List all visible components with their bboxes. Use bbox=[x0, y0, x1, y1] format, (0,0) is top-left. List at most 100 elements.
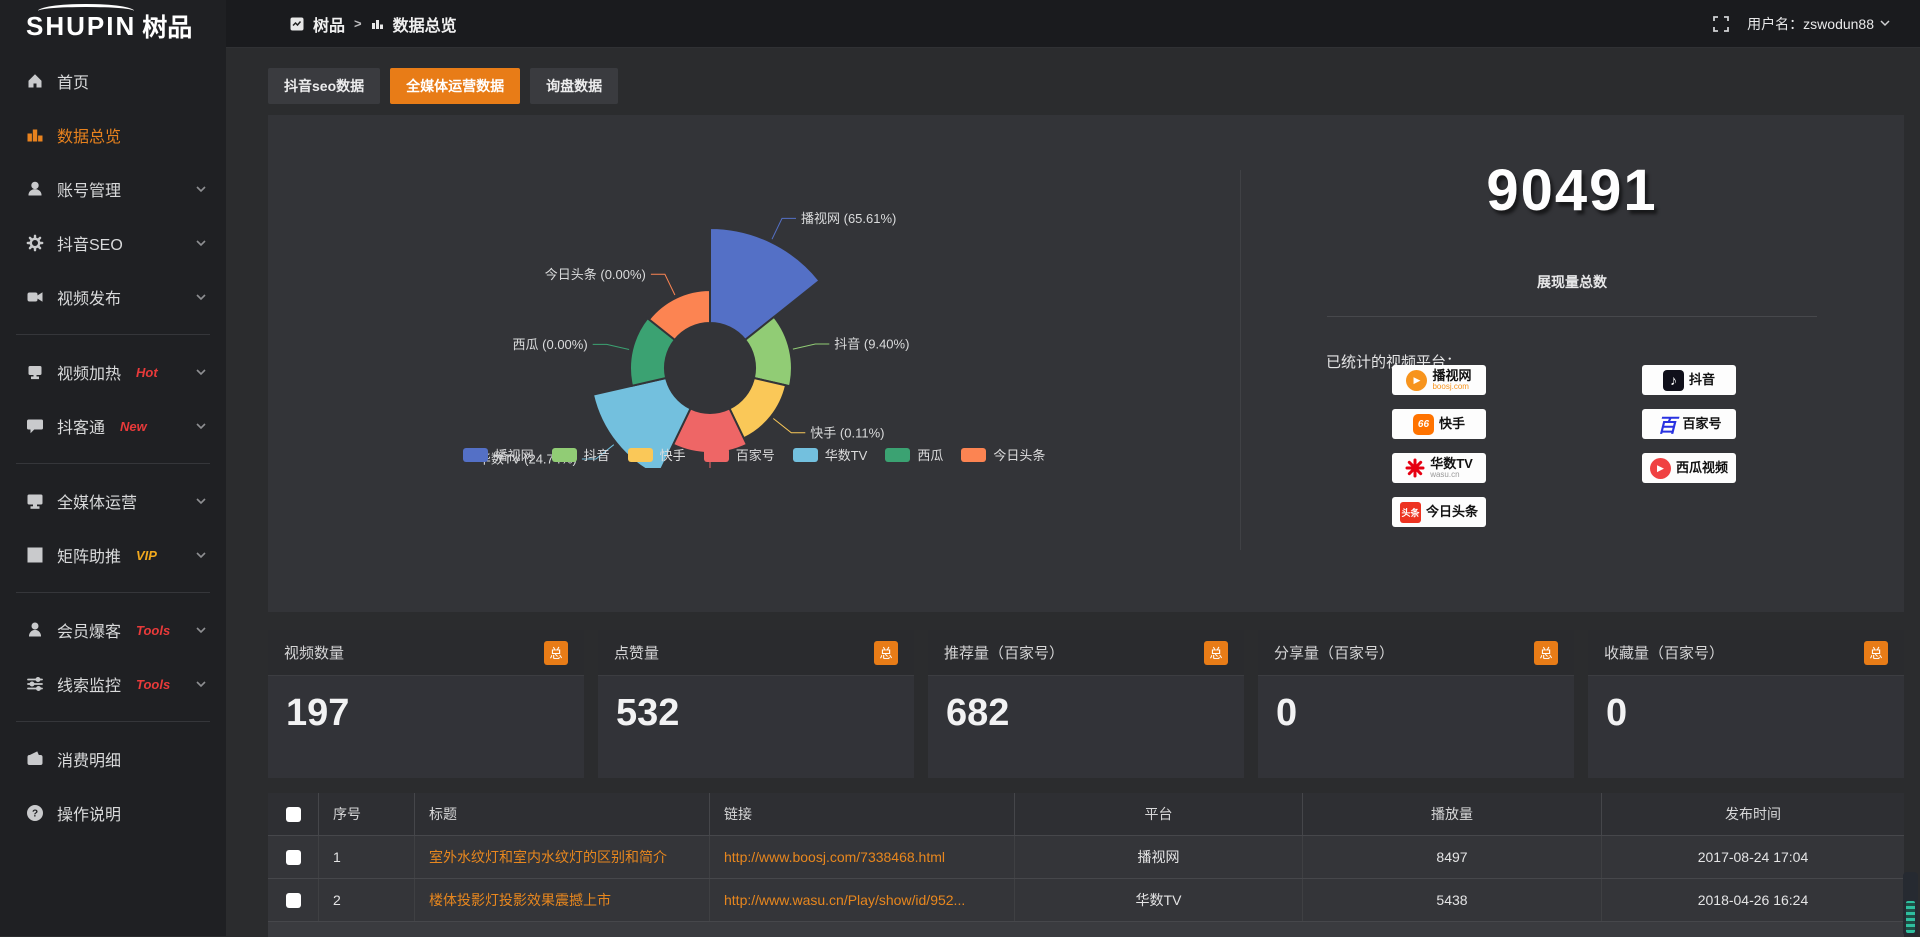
sidebar-item-member-baoke[interactable]: 会员爆客 Tools bbox=[0, 603, 226, 657]
chat-bubble-icon bbox=[27, 419, 43, 434]
sidebar-item-account-management[interactable]: 账号管理 bbox=[0, 162, 226, 216]
legend-label: 百家号 bbox=[735, 448, 775, 463]
tab-inquiry-data[interactable]: 询盘数据 bbox=[530, 68, 619, 104]
total-badge: 总 bbox=[1204, 640, 1228, 665]
video-camera-icon bbox=[27, 292, 43, 302]
gear-icon bbox=[26, 234, 44, 252]
fullscreen-icon[interactable] bbox=[1713, 15, 1730, 32]
legend-item[interactable]: 西瓜 bbox=[885, 445, 943, 464]
select-all-checkbox[interactable] bbox=[285, 806, 301, 822]
platform-badge-baijiahao: 百 百家号 bbox=[1642, 409, 1736, 439]
legend-item[interactable]: 今日头条 bbox=[961, 445, 1045, 464]
panel-divider bbox=[1240, 170, 1241, 550]
chart-icon bbox=[27, 129, 43, 142]
stat-card-value: 532 bbox=[616, 692, 680, 734]
home-icon bbox=[28, 74, 42, 88]
platform-name: 西瓜视频 bbox=[1675, 460, 1728, 476]
sidebar-item-douyin-seo[interactable]: 抖音SEO bbox=[0, 216, 226, 270]
user-menu[interactable]: 用户名：zswodun88 bbox=[1747, 14, 1890, 34]
legend-item[interactable]: 百家号 bbox=[703, 445, 775, 464]
scrollbar-thumb[interactable] bbox=[1906, 901, 1915, 933]
sidebar-item-omnimedia-operation[interactable]: 全媒体运营 bbox=[0, 474, 226, 528]
cell-plays: 8497 bbox=[1303, 836, 1602, 878]
tab-omnimedia-data[interactable]: 全媒体运营数据 bbox=[390, 68, 521, 104]
pie-slice-西瓜[interactable] bbox=[629, 316, 677, 387]
douyin-icon: ♪ bbox=[1662, 369, 1684, 391]
help-icon: ? bbox=[27, 805, 43, 821]
platform-sub: wasu.cn bbox=[1430, 469, 1460, 479]
pie-slice-抖音[interactable] bbox=[743, 315, 793, 388]
chart-panel: 播视网 (65.61%)抖音 (9.40%)快手 (0.11%)百家号 (0.1… bbox=[268, 115, 1904, 612]
col-header-plays: 播放量 bbox=[1303, 793, 1602, 835]
col-header-link: 链接 bbox=[710, 793, 1015, 835]
col-header-publish-time: 发布时间 bbox=[1725, 806, 1781, 822]
platform-name: 快手 bbox=[1438, 416, 1465, 432]
stat-card-title: 推荐量（百家号） bbox=[944, 645, 1065, 662]
breadcrumb: 树品 > 数据总览 bbox=[290, 12, 457, 36]
pie-slice-今日头条[interactable] bbox=[647, 288, 711, 342]
stat-card-value: 0 bbox=[1276, 692, 1298, 734]
stat-card-likes: 点赞量 总 532 bbox=[598, 630, 914, 778]
platform-badge-xigua: ▶ 西瓜视频 bbox=[1642, 453, 1736, 483]
sidebar-item-doketong[interactable]: 抖客通 New bbox=[0, 399, 226, 453]
bar-chart-icon bbox=[371, 20, 383, 29]
stat-card-recommendations: 推荐量（百家号） 总 682 bbox=[928, 630, 1244, 778]
legend-label: 播视网 bbox=[494, 448, 534, 463]
sidebar-item-expense-detail[interactable]: 消费明细 bbox=[0, 732, 226, 786]
legend-item[interactable]: 快手 bbox=[627, 445, 686, 464]
sidebar-item-video-heat[interactable]: 视频加热 Hot bbox=[0, 345, 226, 399]
legend-item[interactable]: 播视网 bbox=[462, 445, 534, 464]
stat-cards-row: 视频数量 总 197 点赞量 总 532 推荐量（百家号） 总 682 分享量（百家号… bbox=[268, 630, 1904, 778]
hot-badge: Hot bbox=[136, 364, 158, 380]
pie-label-line bbox=[592, 343, 630, 350]
pie-slice-播视网[interactable] bbox=[709, 226, 821, 342]
sidebar-item-video-publish[interactable]: 视频发布 bbox=[0, 270, 226, 324]
cell-title-link[interactable]: 楼体投影灯投影效果震撼上市 bbox=[415, 879, 710, 921]
col-header-platform: 平台 bbox=[1015, 793, 1303, 835]
sidebar-item-instructions[interactable]: ? 操作说明 bbox=[0, 786, 226, 840]
cell-platform: 播视网 bbox=[1015, 836, 1303, 878]
legend-item[interactable]: 抖音 bbox=[551, 445, 610, 464]
cell-url-link[interactable]: http://www.boosj.com/7338468.html bbox=[710, 836, 1015, 878]
tab-douyin-seo-data[interactable]: 抖音seo数据 bbox=[268, 68, 381, 104]
videos-table: 序号 标题 链接 平台 播放量 发布时间 1 室外水纹灯和室内水纹灯的区别和简介… bbox=[268, 793, 1904, 937]
chevron-down-icon bbox=[196, 551, 206, 558]
row-checkbox[interactable] bbox=[285, 849, 301, 865]
pie-label: 播视网 (65.61%) bbox=[801, 211, 896, 226]
total-badge: 总 bbox=[874, 640, 898, 665]
breadcrumb-current[interactable]: 数据总览 bbox=[392, 17, 457, 35]
vip-badge: VIP bbox=[136, 547, 157, 563]
platform-badge-douyin: ♪ 抖音 bbox=[1642, 365, 1736, 395]
logo-text-cn: 树品 bbox=[142, 14, 193, 42]
sidebar-item-label: 首页 bbox=[57, 75, 90, 92]
sidebar-item-label: 视频发布 bbox=[57, 291, 122, 308]
legend-label: 抖音 bbox=[583, 448, 610, 463]
boosj-icon: ▶ bbox=[1406, 369, 1428, 391]
row-checkbox[interactable] bbox=[285, 892, 301, 908]
sidebar-item-lead-monitoring[interactable]: 线索监控 Tools bbox=[0, 657, 226, 711]
topbar: 树品 > 数据总览 用户名：zswodun88 bbox=[226, 0, 1920, 48]
platform-name: 百家号 bbox=[1682, 416, 1722, 432]
breadcrumb-home[interactable]: 树品 bbox=[313, 17, 346, 35]
legend-swatch bbox=[703, 447, 729, 462]
sidebar-item-label: 全媒体运营 bbox=[57, 495, 138, 512]
legend-label: 快手 bbox=[659, 448, 686, 463]
stat-card-title: 收藏量（百家号） bbox=[1604, 645, 1725, 662]
cell-index: 1 bbox=[319, 836, 415, 878]
stat-card-shares: 分享量（百家号） 总 0 bbox=[1258, 630, 1574, 778]
platform-badge-toutiao: 头条 今日头条 bbox=[1392, 497, 1486, 527]
cell-url-link[interactable]: http://www.wasu.cn/Play/show/id/952... bbox=[710, 879, 1015, 921]
sidebar-item-matrix-boost[interactable]: 矩阵助推 VIP bbox=[0, 528, 226, 582]
pie-label: 西瓜 (0.00%) bbox=[513, 337, 588, 352]
pie-slice-华数TV[interactable] bbox=[591, 376, 692, 468]
sidebar-item-home[interactable]: 首页 bbox=[0, 54, 226, 108]
wallet-icon bbox=[27, 751, 43, 765]
legend-item[interactable]: 华数TV bbox=[792, 445, 867, 464]
sidebar-item-data-overview[interactable]: 数据总览 bbox=[0, 108, 226, 162]
svg-text:?: ? bbox=[32, 809, 38, 820]
sidebar-item-label: 抖音SEO bbox=[57, 237, 123, 254]
tools-badge: Tools bbox=[136, 622, 171, 638]
username-label: 用户名：zswodun88 bbox=[1747, 15, 1874, 32]
cell-title-link[interactable]: 室外水纹灯和室内水纹灯的区别和简介 bbox=[415, 836, 710, 878]
cell-publish-time: 2017-08-24 17:04 bbox=[1697, 849, 1809, 865]
